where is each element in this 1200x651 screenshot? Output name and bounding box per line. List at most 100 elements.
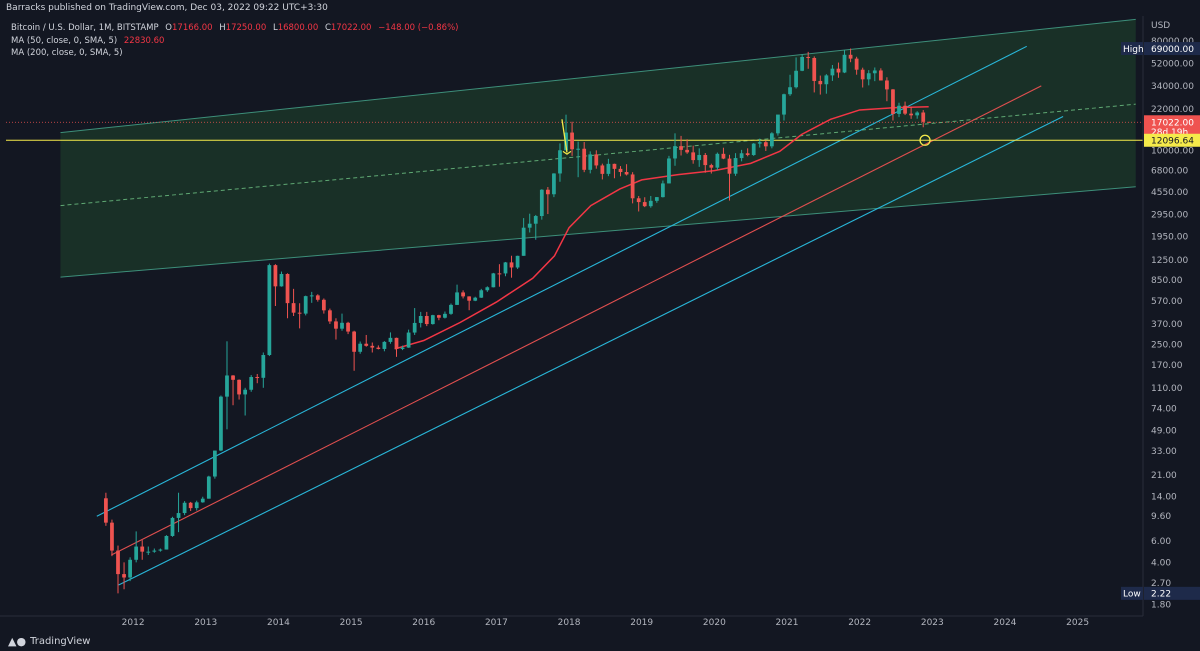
- candle-body: [836, 68, 841, 73]
- ma50-curve: [394, 106, 929, 350]
- candle-body: [600, 165, 605, 174]
- candle-body: [612, 163, 617, 169]
- high-badge: 69000.00: [1151, 45, 1194, 55]
- y-tick-label: 80000.00: [1151, 37, 1194, 47]
- candle-body: [818, 80, 823, 85]
- candle-body: [243, 389, 248, 395]
- candle-body: [860, 69, 865, 80]
- candle-body: [170, 517, 175, 536]
- candle-body: [455, 292, 459, 305]
- x-tick-label: 2020: [703, 618, 726, 628]
- x-tick-label: 2014: [267, 618, 290, 628]
- legend-symbol-row: Bitcoin / U.S. Dollar, 1M, BITSTAMP O171…: [11, 22, 462, 35]
- close-label: C: [324, 23, 331, 33]
- candle-body: [352, 331, 356, 352]
- candle-body: [164, 535, 169, 550]
- high-label: H: [219, 23, 226, 33]
- candle-body: [104, 498, 108, 523]
- candle-body: [594, 154, 599, 166]
- x-tick-label: 2016: [412, 618, 435, 628]
- intersection-circle: [919, 134, 931, 146]
- candle-body: [769, 133, 774, 147]
- y-tick-label: 33.00: [1151, 447, 1177, 457]
- candle-body: [273, 265, 278, 287]
- high-tag: High: [1123, 45, 1144, 55]
- candle-body: [334, 321, 338, 329]
- candle-body: [703, 154, 708, 166]
- low-tag-bg: [1121, 586, 1143, 600]
- candle-body: [297, 312, 302, 314]
- chart-area[interactable]: USD 80000.00 52000.00 34000.00 22000.00 10000…: [0, 16, 1200, 631]
- candle-body: [146, 551, 151, 553]
- candle-body: [564, 132, 568, 151]
- x-tick-label: 2018: [558, 618, 581, 628]
- y-tick-label: 4550.00: [1151, 188, 1188, 198]
- x-tick-label: 2025: [1066, 618, 1089, 628]
- trendline-red-1: [111, 85, 1042, 556]
- candle-body: [443, 313, 447, 318]
- candle-body: [255, 377, 260, 379]
- tradingview-logo-icon[interactable]: ▲●: [8, 634, 27, 648]
- candle-body: [515, 255, 520, 268]
- high-tag-bg: [1121, 42, 1143, 56]
- candle-body: [231, 375, 235, 380]
- candle-body: [158, 549, 163, 551]
- y-tick-label: 10000.00: [1151, 146, 1194, 156]
- arrow-head-icon: [562, 150, 572, 155]
- symbol-label: Bitcoin / U.S. Dollar, 1M, BITSTAMP: [11, 23, 159, 33]
- candle-body: [461, 292, 465, 297]
- footer-brand[interactable]: TradingView: [30, 635, 91, 647]
- candle-body: [249, 377, 254, 390]
- open-label: O: [165, 23, 172, 33]
- candle-body: [618, 168, 623, 173]
- price-chart[interactable]: USD 80000.00 52000.00 34000.00 22000.00 10000…: [0, 16, 1200, 631]
- candle-body: [727, 158, 732, 174]
- arrow-annotation: [561, 119, 568, 153]
- y-tick-label: 49.00: [1151, 426, 1177, 436]
- x-tick-label: 2023: [921, 618, 944, 628]
- candle-body: [661, 183, 665, 198]
- axes: USD 80000.00 52000.00 34000.00 22000.00 10000…: [0, 16, 1200, 631]
- candle-body: [733, 158, 738, 174]
- candle-body: [219, 396, 223, 451]
- candle-body: [812, 57, 817, 81]
- candle-body: [866, 73, 871, 80]
- y-tick-label: 6800.00: [1151, 167, 1188, 177]
- candle-body: [418, 316, 423, 323]
- candle-body: [346, 322, 350, 332]
- candle-body: [358, 343, 363, 352]
- candle-body: [140, 546, 145, 552]
- candle-body: [782, 94, 786, 115]
- candle-body: [709, 165, 714, 168]
- candle-body: [370, 345, 375, 348]
- candle-body: [570, 132, 574, 150]
- y-tick-label: 370.00: [1151, 320, 1183, 330]
- candle-body: [509, 262, 514, 268]
- candle-body: [479, 290, 484, 298]
- candle-body: [763, 142, 768, 147]
- candle-body: [503, 262, 508, 274]
- candle-body: [539, 189, 544, 217]
- y-tick-label: 34000.00: [1151, 82, 1194, 92]
- candle-body: [521, 227, 526, 256]
- candle-body: [558, 150, 562, 174]
- trendlines: [6, 45, 1143, 586]
- candle-body: [128, 559, 132, 578]
- ohlc-low: L16800.00: [273, 23, 318, 33]
- candle-body: [437, 315, 441, 318]
- ma50-label: MA (50, close, 0, SMA, 5): [11, 35, 118, 46]
- y-tick-label: 170.00: [1151, 361, 1183, 371]
- candle-body: [134, 546, 139, 560]
- candle-body: [576, 148, 581, 150]
- ma50-value: 22830.60: [123, 35, 165, 46]
- candle-body: [237, 379, 241, 395]
- candle-body: [872, 70, 877, 74]
- y-tick-label: 4.00: [1151, 558, 1171, 568]
- hline-badge-bg: [1144, 133, 1200, 147]
- candle-body: [794, 70, 798, 88]
- candle-body: [400, 347, 405, 349]
- candle-body: [321, 299, 326, 311]
- y-tick-label: 14.00: [1151, 492, 1177, 502]
- candle-body: [685, 149, 689, 153]
- candle-body: [382, 341, 387, 349]
